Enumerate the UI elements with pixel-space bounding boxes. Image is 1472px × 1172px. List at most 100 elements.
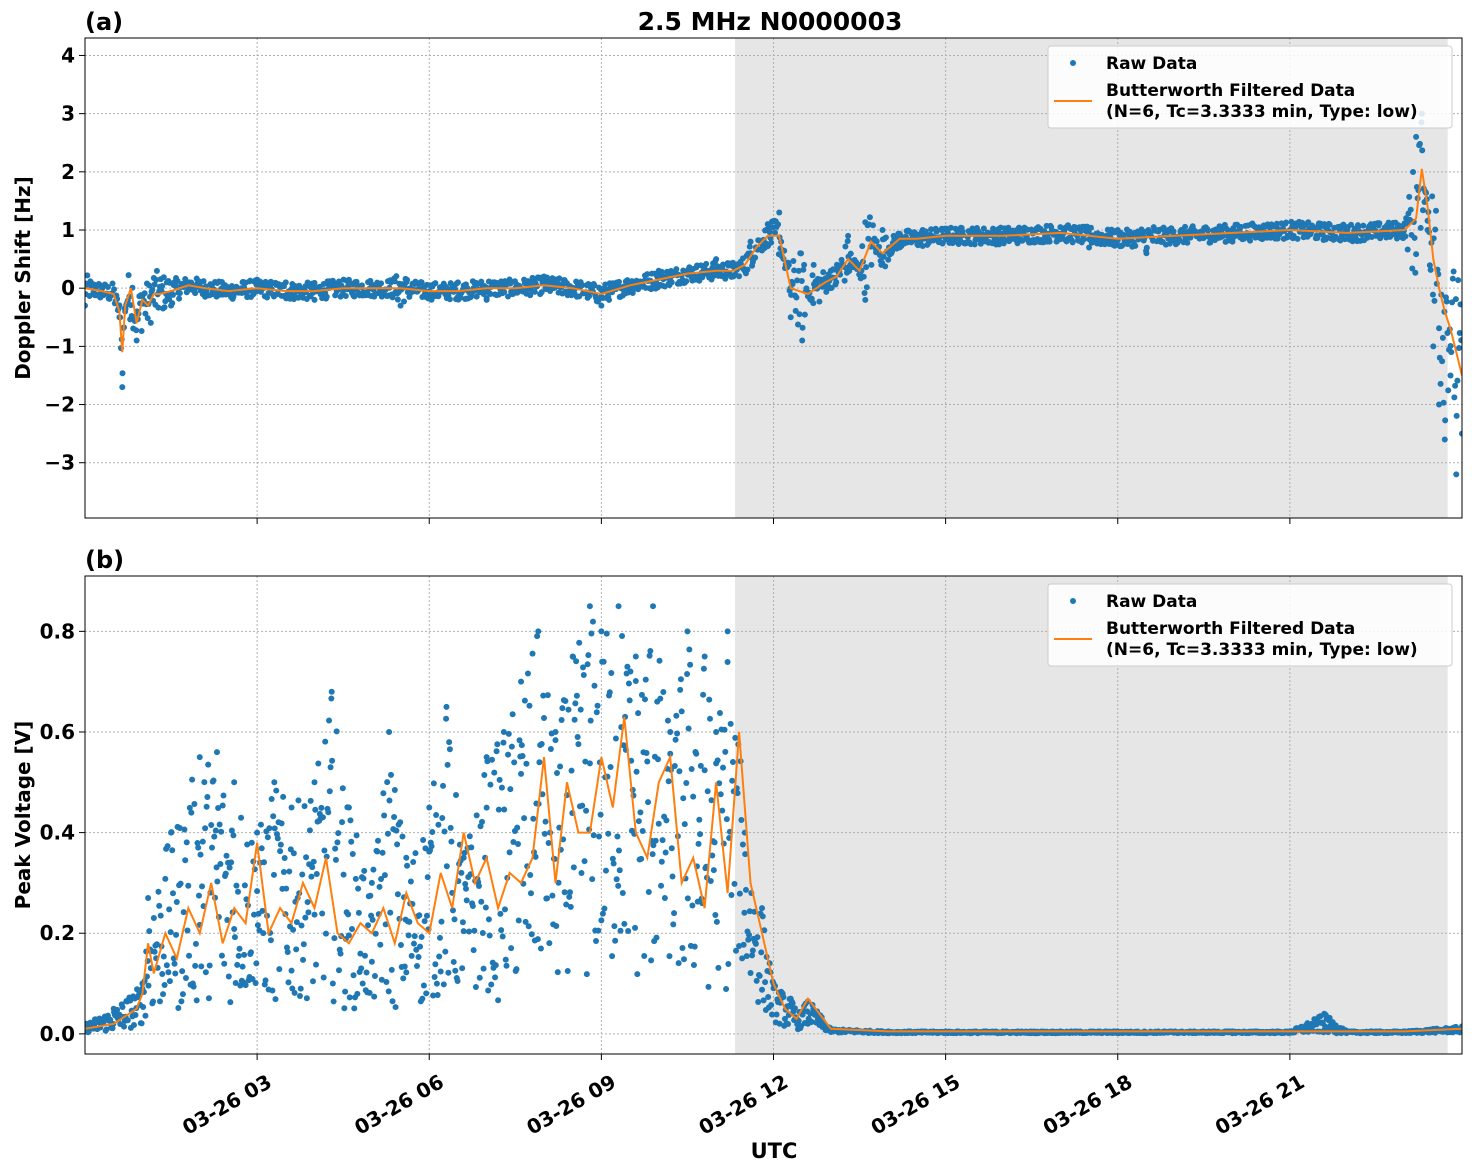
- raw-data-point: [1410, 169, 1417, 176]
- raw-data-point: [419, 995, 426, 1002]
- raw-data-point: [789, 280, 796, 287]
- raw-data-point: [594, 702, 601, 709]
- raw-data-point: [203, 803, 210, 810]
- raw-data-point: [1069, 239, 1076, 246]
- raw-data-point: [277, 841, 284, 848]
- raw-data-point: [159, 971, 166, 978]
- raw-data-point: [213, 749, 220, 756]
- raw-data-point: [403, 969, 410, 976]
- raw-data-point: [709, 852, 716, 859]
- raw-data-point: [199, 838, 206, 845]
- raw-data-point: [591, 282, 598, 289]
- raw-data-point: [486, 932, 493, 939]
- raw-data-point: [678, 708, 685, 715]
- raw-data-point: [500, 739, 507, 746]
- raw-data-point: [1456, 330, 1462, 336]
- raw-data-point: [392, 1004, 399, 1011]
- raw-data-point: [583, 807, 590, 814]
- raw-data-point: [733, 947, 740, 954]
- raw-data-point: [859, 243, 866, 250]
- raw-data-point: [1314, 234, 1321, 241]
- raw-data-point: [383, 978, 390, 985]
- raw-data-point: [452, 967, 459, 974]
- y-tick-label: −3: [44, 451, 75, 475]
- raw-data-point: [571, 716, 578, 723]
- raw-data-point: [138, 328, 145, 335]
- raw-data-point: [625, 680, 632, 687]
- raw-data-point: [267, 937, 274, 944]
- raw-data-point: [276, 966, 283, 973]
- x-tick-label: 03-26 03: [178, 1069, 276, 1139]
- raw-data-point: [638, 855, 645, 862]
- raw-data-point: [711, 839, 718, 846]
- raw-data-point: [349, 851, 356, 858]
- raw-data-point: [1348, 221, 1355, 228]
- raw-data-point: [1413, 251, 1420, 258]
- raw-data-point: [444, 761, 451, 768]
- raw-data-point: [483, 804, 490, 811]
- raw-data-point: [521, 697, 528, 704]
- raw-data-point: [742, 886, 749, 893]
- raw-data-point: [933, 228, 940, 235]
- raw-data-point: [384, 830, 391, 837]
- legend-raw-label: Raw Data: [1106, 592, 1197, 612]
- raw-data-point: [919, 243, 926, 250]
- raw-data-point: [882, 263, 889, 270]
- raw-data-point: [632, 678, 639, 685]
- raw-data-point: [494, 741, 501, 748]
- raw-data-point: [151, 281, 158, 288]
- raw-data-point: [178, 998, 185, 1005]
- raw-data-point: [176, 825, 183, 832]
- raw-data-point: [862, 296, 869, 303]
- raw-data-point: [1417, 224, 1424, 231]
- raw-data-point: [861, 289, 868, 296]
- raw-data-point: [681, 821, 688, 828]
- raw-data-point: [385, 988, 392, 995]
- raw-data-point: [482, 904, 489, 911]
- raw-data-point: [420, 837, 427, 844]
- raw-data-point: [665, 778, 672, 785]
- raw-data-point: [226, 864, 233, 871]
- raw-data-point: [400, 975, 407, 982]
- raw-data-point: [271, 779, 278, 786]
- raw-data-point: [736, 942, 743, 949]
- raw-data-point: [753, 977, 760, 984]
- raw-data-point: [160, 274, 167, 281]
- raw-data-point: [345, 932, 352, 939]
- raw-data-point: [847, 250, 854, 257]
- raw-data-point: [509, 711, 516, 718]
- raw-data-point: [387, 909, 394, 916]
- raw-data-point: [479, 818, 486, 825]
- raw-data-point: [624, 277, 631, 284]
- raw-data-point: [527, 871, 534, 878]
- raw-data-point: [145, 982, 152, 989]
- raw-data-point: [193, 997, 200, 1004]
- raw-data-point: [415, 954, 422, 961]
- raw-data-point: [1429, 291, 1436, 298]
- raw-data-point: [260, 930, 267, 937]
- raw-data-point: [483, 295, 490, 302]
- raw-data-point: [1413, 133, 1420, 140]
- raw-data-point: [544, 692, 551, 699]
- raw-data-point: [471, 927, 478, 934]
- raw-data-point: [403, 854, 410, 861]
- raw-data-point: [164, 843, 171, 850]
- raw-data-point: [719, 807, 726, 814]
- raw-data-point: [219, 802, 226, 809]
- raw-data-point: [166, 978, 173, 985]
- raw-data-point: [198, 963, 205, 970]
- raw-data-point: [424, 874, 431, 881]
- raw-data-point: [156, 902, 163, 909]
- raw-data-point: [685, 725, 692, 732]
- raw-data-point: [295, 294, 302, 301]
- raw-data-point: [334, 839, 341, 846]
- raw-data-point: [253, 960, 260, 967]
- raw-data-point: [585, 652, 592, 659]
- raw-data-point: [283, 885, 290, 892]
- raw-data-point: [238, 814, 245, 821]
- raw-data-point: [1187, 234, 1194, 241]
- raw-data-point: [438, 918, 445, 925]
- raw-data-point: [236, 945, 243, 952]
- raw-data-point: [527, 890, 534, 897]
- raw-data-point: [759, 986, 766, 993]
